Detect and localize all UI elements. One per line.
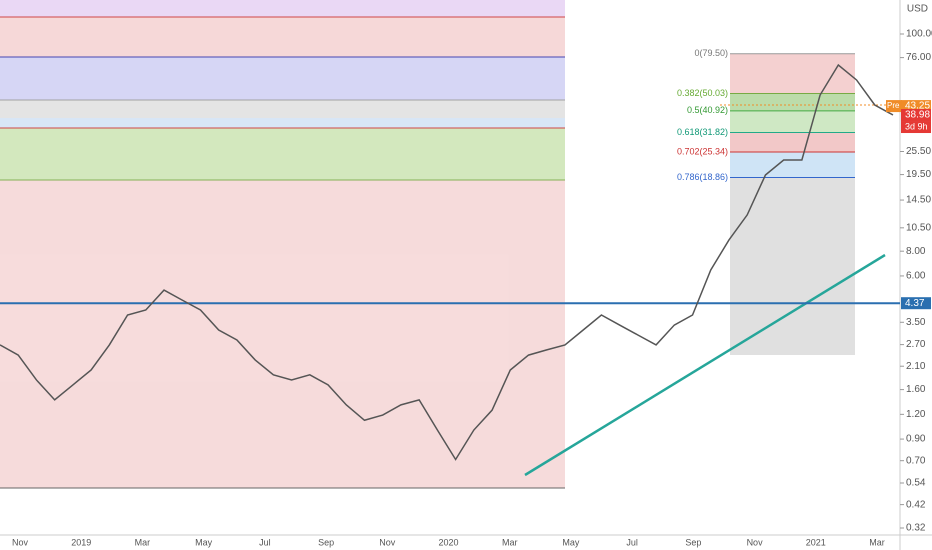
price-line (0, 63, 894, 461)
fib-label: 0.382(50.03) (677, 88, 728, 98)
pre-box (886, 100, 902, 113)
countdown: 3d 9h (905, 121, 928, 131)
currency: USD (907, 4, 928, 15)
y-tick-label: 8.00 (906, 246, 926, 257)
y-tick-label: 1.60 (906, 384, 926, 395)
x-tick-label: 2021 (806, 537, 826, 547)
fib-zones (730, 53, 855, 355)
fib-zone (730, 132, 855, 153)
x-tick-label: 2019 (71, 537, 91, 547)
x-tick-label: Nov (12, 537, 29, 547)
level-label: 4.37 (905, 298, 925, 309)
x-tick-label: Sep (318, 537, 334, 547)
trend-line (524, 253, 886, 477)
y-tick-label: 14.50 (906, 195, 931, 206)
y-tick-label: 0.54 (906, 478, 926, 489)
zones (0, 0, 565, 489)
fib-label: 0.786(18.86) (677, 172, 728, 182)
y-tick-label: 0.32 (906, 523, 926, 534)
pre-label: Pre (887, 101, 900, 110)
y-tick-label: 10.50 (906, 222, 931, 233)
x-tick-label: Nov (379, 537, 396, 547)
fib-zone (730, 93, 855, 111)
y-tick-label: 3.50 (906, 317, 926, 328)
price-tag-label: 38.98 (905, 110, 930, 121)
x-tick-label: Sep (685, 537, 701, 547)
fib-label: 0(79.50) (694, 48, 728, 58)
x-tick-label: Jul (626, 537, 638, 547)
y-tick-label: 0.90 (906, 434, 926, 445)
y-tick-label: 100.00 (906, 29, 932, 40)
x-tick-label: May (195, 537, 213, 547)
price-tag (901, 109, 931, 122)
fib-label: 0.702(25.34) (677, 146, 728, 156)
price-tag-label: 43.25 (905, 101, 930, 112)
y-tick-label: 2.10 (906, 361, 926, 372)
fib-label: 0.618(31.82) (677, 127, 728, 137)
x-tick-label: 2020 (438, 537, 458, 547)
level-tag (901, 297, 931, 310)
x-tick-label: Mar (135, 537, 151, 547)
y-axis-bg (900, 0, 932, 550)
x-tick-label: Mar (502, 537, 518, 547)
x-tick-label: Mar (869, 537, 885, 547)
y-tick-label: 0.42 (906, 499, 926, 510)
y-tick-label: 76.00 (906, 52, 931, 63)
fib-zone (730, 177, 855, 355)
countdown-box (901, 121, 931, 134)
fib-zone (730, 152, 855, 178)
fib-zone (730, 110, 855, 133)
y-tick-label: 19.50 (906, 169, 931, 180)
fib-zone (730, 53, 855, 94)
x-tick-label: Nov (747, 537, 764, 547)
fib-label: 0.5(40.92) (687, 105, 728, 115)
y-tick-label: 0.70 (906, 455, 926, 466)
x-tick-label: Jul (259, 537, 271, 547)
y-tick-label: 6.00 (906, 271, 926, 282)
x-tick-label: May (562, 537, 580, 547)
y-tick-label: 1.20 (906, 409, 926, 420)
y-tick-label: 25.50 (906, 146, 931, 157)
y-tick-label: 2.70 (906, 339, 926, 350)
